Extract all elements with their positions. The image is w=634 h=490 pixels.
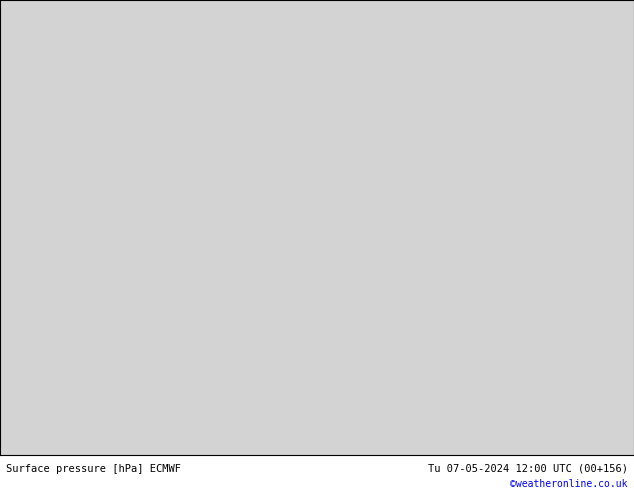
Text: Surface pressure [hPa] ECMWF: Surface pressure [hPa] ECMWF	[6, 464, 181, 473]
Text: Tu 07-05-2024 12:00 UTC (00+156): Tu 07-05-2024 12:00 UTC (00+156)	[428, 464, 628, 473]
Text: ©weatheronline.co.uk: ©weatheronline.co.uk	[510, 479, 628, 490]
